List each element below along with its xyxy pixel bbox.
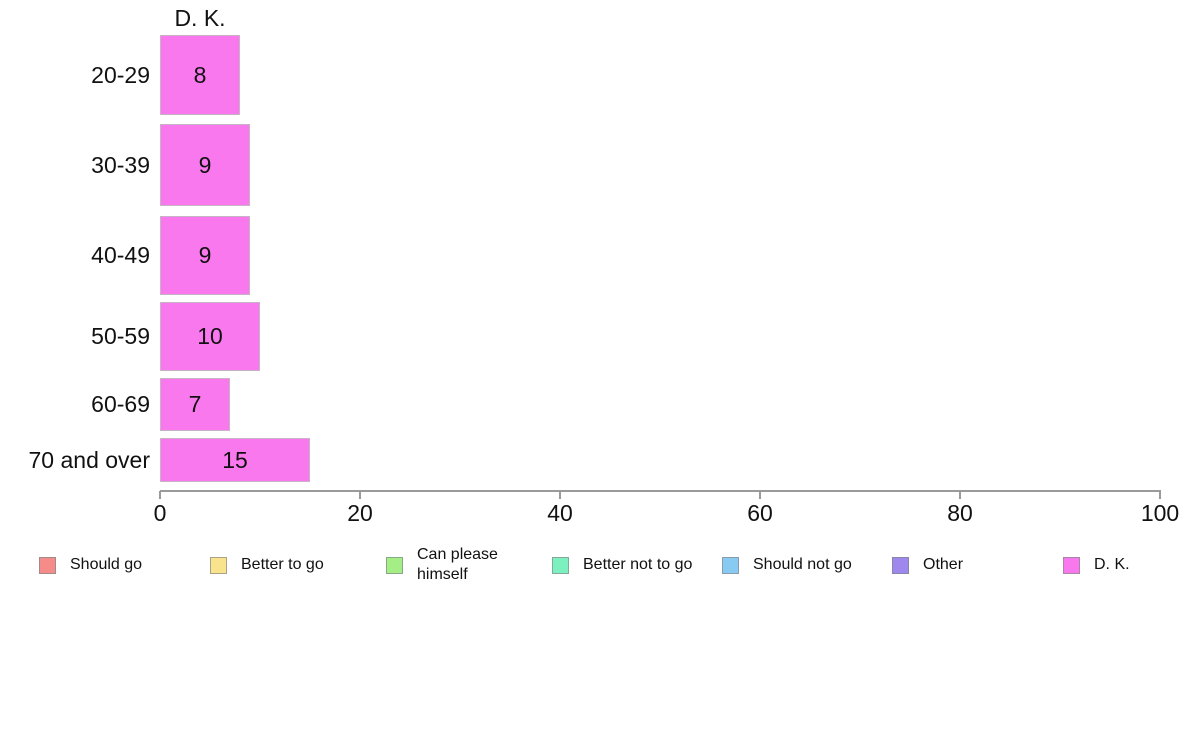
legend-item-label: Should not go [753, 556, 852, 573]
category-label: 50-59 [91, 323, 150, 349]
legend-item-better-to-go[interactable]: Better to go [210, 545, 324, 585]
legend-item-should-not-go[interactable]: Should not go [722, 545, 852, 585]
x-axis-tick [359, 491, 361, 499]
bar-dk-50-59: 10 [160, 302, 260, 371]
legend-swatch-can-please-himself [386, 556, 403, 574]
legend-item-label: Should go [70, 556, 143, 573]
bar-dk-20-29: 8 [160, 35, 240, 115]
x-axis-tick-label: 40 [547, 500, 573, 526]
x-axis-tick-label: 0 [153, 500, 167, 526]
bar-dk-70-and-over: 15 [160, 438, 310, 482]
x-axis-tick [559, 491, 561, 499]
bar-value-label: 9 [198, 242, 212, 268]
x-axis-tick-label: 20 [347, 500, 373, 526]
bar-value-label: 10 [197, 323, 223, 349]
legend-item-label: Better not to go [583, 556, 693, 573]
legend-item-label: Can please himself [417, 546, 498, 583]
legend-item-other[interactable]: Other [892, 545, 963, 585]
bar-dk-30-39: 9 [160, 124, 250, 206]
bar-dk-40-49: 9 [160, 216, 250, 295]
category-label: 70 and over [28, 447, 150, 473]
category-label: 30-39 [91, 152, 150, 178]
legend-swatch-should-go [39, 556, 56, 574]
bar-value-label: 7 [188, 391, 202, 417]
category-label: 20-29 [91, 62, 150, 88]
bar-value-label: 9 [198, 152, 212, 178]
legend-item-label: Better to go [241, 556, 324, 573]
legend-item-should-go[interactable]: Should go [39, 545, 142, 585]
bar-value-label: 8 [193, 62, 207, 88]
x-axis-tick-label: 80 [947, 500, 973, 526]
legend-item-better-not-to-go[interactable]: Better not to go [552, 545, 692, 585]
x-axis-tick [959, 491, 961, 499]
legend-swatch-other [892, 556, 909, 574]
legend-swatch-should-not-go [722, 556, 739, 574]
category-label: 40-49 [91, 242, 150, 268]
legend-item-dk[interactable]: D. K. [1063, 545, 1130, 585]
chart-title: D. K. [174, 5, 226, 31]
legend-swatch-dk [1063, 556, 1080, 574]
x-axis-tick-label: 100 [1140, 500, 1180, 526]
category-label: 60-69 [91, 391, 150, 417]
bar-value-label: 15 [222, 447, 248, 473]
legend-swatch-better-to-go [210, 556, 227, 574]
legend-item-can-please-himself[interactable]: Can please himself [386, 545, 501, 585]
legend-item-label: Other [923, 556, 964, 573]
legend-swatch-better-not-to-go [552, 556, 569, 574]
bar-dk-60-69: 7 [160, 378, 230, 431]
x-axis-tick [759, 491, 761, 499]
x-axis-tick [159, 491, 161, 499]
x-axis-line [160, 490, 1161, 492]
legend-item-label: D. K. [1094, 556, 1130, 573]
x-axis-tick-label: 60 [747, 500, 773, 526]
x-axis-tick [1159, 491, 1161, 499]
